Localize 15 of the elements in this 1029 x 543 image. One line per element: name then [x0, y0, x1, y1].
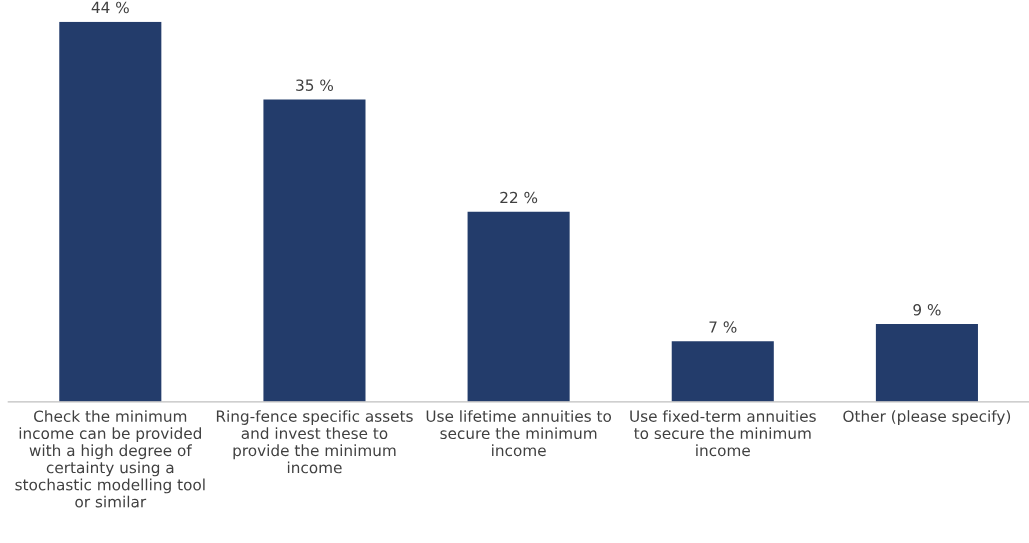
data-label: 22 % — [500, 191, 538, 204]
x-tick-label: Other (please specify) — [843, 410, 1011, 425]
bar — [59, 21, 162, 402]
x-tick-label: Ring-fence specific assets and invest these to provide the minimum income — [216, 410, 413, 474]
bar — [875, 324, 978, 402]
data-label: 7 % — [709, 321, 737, 333]
data-label: 9 % — [913, 304, 941, 316]
x-tick-label: Use fixed-term annuities to secure the minimum income — [630, 410, 816, 457]
bar — [263, 99, 366, 402]
data-label: 35 % — [296, 79, 334, 91]
data-label: 44 % — [91, 1, 129, 14]
x-tick-label: Use lifetime annuities to secure the minimum income — [426, 410, 612, 457]
bar — [467, 211, 570, 402]
x-tick-label: Check the minimum income can be provided with a high degree of certainty using a stochastic modelling tool or similar — [15, 410, 205, 508]
bar — [671, 341, 774, 402]
